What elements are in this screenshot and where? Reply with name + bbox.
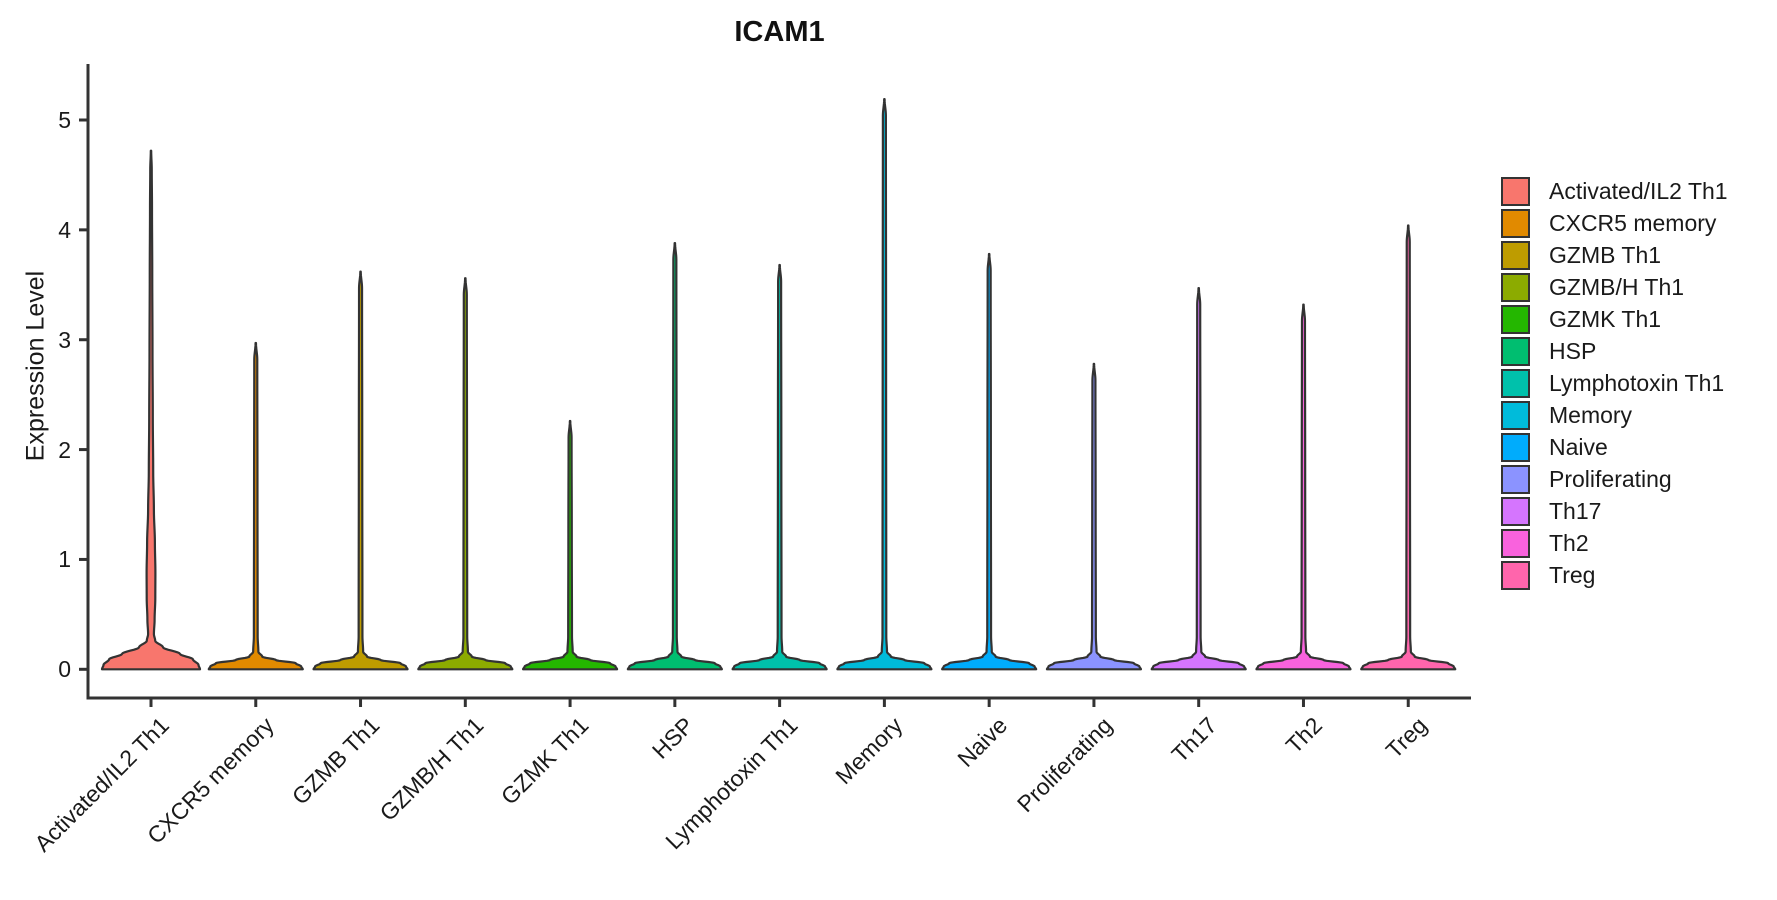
violin-cxcr5-memory bbox=[207, 341, 304, 671]
y-tick-label: 0 bbox=[58, 656, 71, 683]
legend-item-gzmb-th1: GZMB Th1 bbox=[1501, 241, 1728, 270]
legend-color-swatch bbox=[1501, 177, 1530, 206]
legend-label: Th17 bbox=[1549, 498, 1602, 524]
legend-item-hsp: HSP bbox=[1501, 337, 1728, 366]
violin-proliferating bbox=[1045, 362, 1143, 671]
legend-color-swatch bbox=[1501, 433, 1530, 462]
violin-th2 bbox=[1255, 303, 1352, 671]
y-tick-label: 1 bbox=[58, 546, 71, 573]
legend: Activated/IL2 Th1 CXCR5 memory GZMB Th1 GZM… bbox=[1501, 177, 1728, 593]
legend-label: Naive bbox=[1549, 434, 1608, 460]
legend-color-swatch bbox=[1501, 241, 1530, 270]
legend-color-swatch bbox=[1501, 369, 1530, 398]
legend-color-swatch bbox=[1501, 529, 1530, 558]
violin-lymphotoxin-th1 bbox=[731, 263, 828, 671]
legend-item-th2: Th2 bbox=[1501, 529, 1728, 558]
violin-th17 bbox=[1150, 286, 1247, 671]
violin-gzmb-h-th1 bbox=[417, 277, 514, 671]
legend-label: Activated/IL2 Th1 bbox=[1549, 178, 1728, 204]
legend-item-activated-il2-th1: Activated/IL2 Th1 bbox=[1501, 177, 1728, 206]
legend-color-swatch bbox=[1501, 273, 1530, 302]
violin-memory bbox=[836, 98, 933, 671]
legend-item-th17: Th17 bbox=[1501, 497, 1728, 526]
legend-color-swatch bbox=[1501, 497, 1530, 526]
legend-label: GZMB Th1 bbox=[1549, 242, 1662, 268]
y-tick-label: 2 bbox=[58, 436, 71, 463]
legend-item-lymphotoxin-th1: Lymphotoxin Th1 bbox=[1501, 369, 1728, 398]
legend-item-proliferating: Proliferating bbox=[1501, 465, 1728, 494]
violin-gzmk-th1 bbox=[521, 419, 619, 671]
violin-treg bbox=[1360, 224, 1457, 671]
legend-label: Treg bbox=[1549, 562, 1596, 588]
legend-label: Proliferating bbox=[1549, 466, 1672, 492]
legend-color-swatch bbox=[1501, 305, 1530, 334]
violin-activated-il2-th1 bbox=[100, 149, 202, 671]
y-tick-label: 5 bbox=[58, 107, 71, 133]
legend-label: Th2 bbox=[1549, 530, 1589, 556]
legend-label: GZMB/H Th1 bbox=[1549, 274, 1685, 300]
legend-label: CXCR5 memory bbox=[1549, 210, 1717, 236]
legend-color-swatch bbox=[1501, 561, 1530, 590]
legend-color-swatch bbox=[1501, 465, 1530, 494]
violin-hsp bbox=[626, 241, 723, 671]
legend-color-swatch bbox=[1501, 337, 1530, 366]
legend-label: GZMK Th1 bbox=[1549, 306, 1662, 332]
legend-item-treg: Treg bbox=[1501, 561, 1728, 590]
legend-item-gzmk-th1: GZMK Th1 bbox=[1501, 305, 1728, 334]
plot-title: ICAM1 bbox=[734, 16, 825, 48]
legend-color-swatch bbox=[1501, 401, 1530, 430]
y-tick-label: 3 bbox=[58, 326, 71, 353]
violin-naive bbox=[941, 252, 1038, 671]
legend-label: Lymphotoxin Th1 bbox=[1549, 370, 1725, 396]
legend-label: HSP bbox=[1549, 338, 1597, 364]
y-tick-label: 4 bbox=[58, 216, 71, 243]
legend-item-cxcr5-memory: CXCR5 memory bbox=[1501, 209, 1728, 238]
legend-item-naive: Naive bbox=[1501, 433, 1728, 462]
legend-item-memory: Memory bbox=[1501, 401, 1728, 430]
legend-label: Memory bbox=[1549, 402, 1633, 428]
legend-item-gzmb-h-th1: GZMB/H Th1 bbox=[1501, 273, 1728, 302]
violin-gzmb-th1 bbox=[312, 270, 409, 671]
legend-color-swatch bbox=[1501, 209, 1530, 238]
